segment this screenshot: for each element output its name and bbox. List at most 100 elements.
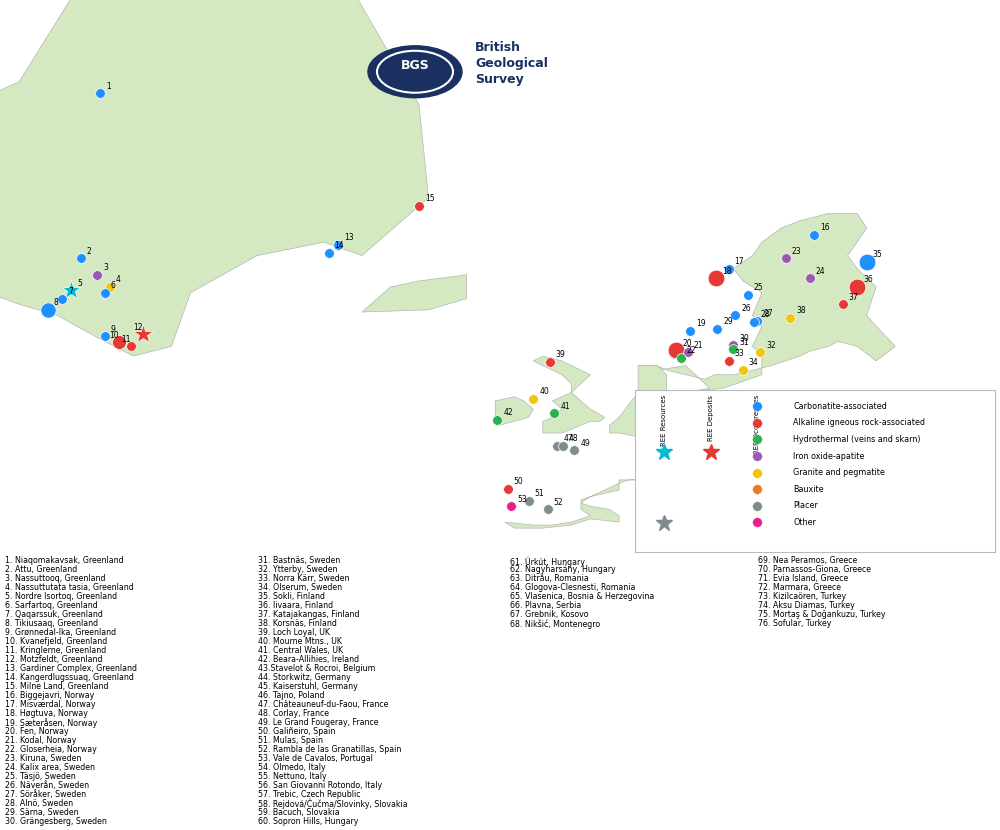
Text: 26. Näverån, Sweden: 26. Näverån, Sweden bbox=[5, 781, 89, 790]
Text: 57. Trebic, Czech Republic: 57. Trebic, Czech Republic bbox=[258, 790, 360, 798]
Text: 51: 51 bbox=[535, 490, 544, 498]
Text: 76: 76 bbox=[954, 500, 963, 510]
Text: Carbonatite-associated: Carbonatite-associated bbox=[793, 402, 887, 411]
Text: 58: 58 bbox=[790, 430, 799, 439]
Text: 70: 70 bbox=[810, 500, 820, 510]
Text: 8. Tikiusaaq, Greenland: 8. Tikiusaaq, Greenland bbox=[5, 619, 98, 628]
Text: 22: 22 bbox=[687, 346, 696, 355]
Text: 29: 29 bbox=[723, 317, 733, 326]
Text: 20: 20 bbox=[682, 339, 692, 348]
Text: 64. Glogova-Clesnesti, Romania: 64. Glogova-Clesnesti, Romania bbox=[510, 583, 635, 592]
Text: 31. Bastnäs, Sweden: 31. Bastnäs, Sweden bbox=[258, 556, 340, 565]
Text: 60: 60 bbox=[754, 438, 763, 447]
Text: 18. Høgtuva, Norway: 18. Høgtuva, Norway bbox=[5, 709, 88, 718]
Text: 46. Tajno, Poland: 46. Tajno, Poland bbox=[258, 691, 324, 700]
Text: 11: 11 bbox=[121, 334, 131, 344]
Text: 69. Nea Peramos, Greece: 69. Nea Peramos, Greece bbox=[758, 556, 857, 565]
Text: 42. Beara-Allihies, Ireland: 42. Beara-Allihies, Ireland bbox=[258, 655, 359, 664]
Text: 55. Nettuno, Italy: 55. Nettuno, Italy bbox=[258, 772, 327, 781]
Text: 23: 23 bbox=[792, 247, 801, 256]
Text: 44: 44 bbox=[714, 409, 723, 418]
Text: 41. Central Wales, UK: 41. Central Wales, UK bbox=[258, 646, 343, 655]
Text: 34: 34 bbox=[749, 359, 759, 368]
Text: 40. Mourne Mtns., UK: 40. Mourne Mtns., UK bbox=[258, 637, 342, 646]
Text: 55: 55 bbox=[717, 481, 727, 491]
Text: 60. Sopron Hills, Hungary: 60. Sopron Hills, Hungary bbox=[258, 817, 358, 826]
Text: 24. Kalix area, Sweden: 24. Kalix area, Sweden bbox=[5, 763, 95, 772]
Text: 15: 15 bbox=[425, 194, 435, 203]
Text: 35. Sokli, Finland: 35. Sokli, Finland bbox=[258, 592, 325, 601]
Text: 2. Attu, Greenland: 2. Attu, Greenland bbox=[5, 565, 77, 574]
Text: 58. Rejdová/Čučma/Slovinky, Slovakia: 58. Rejdová/Čučma/Slovinky, Slovakia bbox=[258, 798, 408, 809]
Text: 13: 13 bbox=[344, 233, 354, 242]
Text: 4. Nassuttutata tasia, Greenland: 4. Nassuttutata tasia, Greenland bbox=[5, 583, 134, 592]
Text: 72. Marmara, Greece: 72. Marmara, Greece bbox=[758, 583, 841, 592]
Text: 71. Evia Island, Greece: 71. Evia Island, Greece bbox=[758, 574, 848, 583]
Text: 27: 27 bbox=[763, 309, 773, 318]
Text: 34. Olserum, Sweden: 34. Olserum, Sweden bbox=[258, 583, 342, 592]
Polygon shape bbox=[362, 275, 467, 312]
Text: 16. Biggejavri, Norway: 16. Biggejavri, Norway bbox=[5, 691, 94, 700]
Text: 23. Kiruna, Sweden: 23. Kiruna, Sweden bbox=[5, 754, 81, 763]
Text: 49: 49 bbox=[580, 438, 590, 447]
Text: 33: 33 bbox=[735, 349, 744, 358]
Text: 73: 73 bbox=[896, 495, 906, 504]
Text: 53: 53 bbox=[517, 495, 527, 504]
Text: 46: 46 bbox=[820, 393, 830, 403]
Text: 50: 50 bbox=[514, 477, 523, 486]
Text: 38: 38 bbox=[796, 305, 806, 315]
Text: 45: 45 bbox=[670, 436, 680, 445]
Text: 59: 59 bbox=[782, 432, 792, 441]
Text: 17: 17 bbox=[735, 256, 744, 266]
Text: 29. Särna, Sweden: 29. Särna, Sweden bbox=[5, 808, 79, 817]
Text: 54. Olmedo, Italy: 54. Olmedo, Italy bbox=[258, 763, 326, 772]
Text: 39: 39 bbox=[556, 350, 565, 359]
Text: 5: 5 bbox=[77, 279, 82, 288]
Text: 30. Grängesberg, Sweden: 30. Grängesberg, Sweden bbox=[5, 817, 107, 826]
Text: 39. Loch Loyal, UK: 39. Loch Loyal, UK bbox=[258, 628, 330, 637]
Text: 21. Kodal, Norway: 21. Kodal, Norway bbox=[5, 736, 76, 745]
Text: 15. Milne Land, Greenland: 15. Milne Land, Greenland bbox=[5, 682, 108, 691]
Text: 1. Niaqomakavsak, Greenland: 1. Niaqomakavsak, Greenland bbox=[5, 556, 124, 565]
Text: 50. Galiñeiro, Spain: 50. Galiñeiro, Spain bbox=[258, 727, 335, 736]
Text: 8: 8 bbox=[54, 298, 58, 307]
Polygon shape bbox=[0, 0, 429, 356]
Text: 74: 74 bbox=[903, 504, 913, 513]
Text: Granite and pegmatite: Granite and pegmatite bbox=[793, 468, 885, 477]
Text: 27. Söråker, Sweden: 27. Söråker, Sweden bbox=[5, 790, 86, 798]
Text: 66. Plavna, Serbia: 66. Plavna, Serbia bbox=[510, 601, 581, 610]
Text: 57: 57 bbox=[748, 427, 758, 436]
Text: 6: 6 bbox=[111, 281, 116, 290]
Text: 52. Rambla de las Granatillas, Spain: 52. Rambla de las Granatillas, Spain bbox=[258, 745, 401, 754]
Text: 25: 25 bbox=[754, 283, 763, 292]
Text: Bauxite: Bauxite bbox=[793, 485, 824, 494]
Text: 74. Aksu Diamas, Turkey: 74. Aksu Diamas, Turkey bbox=[758, 601, 855, 610]
Text: 43.Stavelot & Rocroi, Belgium: 43.Stavelot & Rocroi, Belgium bbox=[258, 664, 375, 673]
Text: 42: 42 bbox=[503, 408, 513, 417]
Text: 14: 14 bbox=[335, 242, 344, 251]
Text: BGS: BGS bbox=[401, 59, 429, 71]
Text: 16: 16 bbox=[820, 223, 830, 232]
Text: 70. Parnassos-Giona, Greece: 70. Parnassos-Giona, Greece bbox=[758, 565, 871, 574]
Text: 14. Kangerdlugssuaq, Greenland: 14. Kangerdlugssuaq, Greenland bbox=[5, 673, 134, 682]
Text: 64: 64 bbox=[816, 454, 825, 463]
Text: 3. Nassuttooq, Greenland: 3. Nassuttooq, Greenland bbox=[5, 574, 106, 583]
Text: 18: 18 bbox=[722, 266, 732, 276]
Text: 40: 40 bbox=[539, 388, 549, 397]
Text: 69: 69 bbox=[827, 485, 837, 494]
Text: 9. Grønnedal-Ika, Greenland: 9. Grønnedal-Ika, Greenland bbox=[5, 628, 116, 637]
Text: 56: 56 bbox=[746, 481, 756, 489]
Text: British
Geological
Survey: British Geological Survey bbox=[475, 41, 548, 86]
Text: 63: 63 bbox=[839, 445, 849, 454]
Text: 47. Châteauneuf-du-Faou, France: 47. Châteauneuf-du-Faou, France bbox=[258, 700, 388, 709]
Text: 45. Kaiserstuhl, Germany: 45. Kaiserstuhl, Germany bbox=[258, 682, 358, 691]
Text: 17. Misværdal, Norway: 17. Misværdal, Norway bbox=[5, 700, 96, 709]
Text: Alkaline igneous rock-associated: Alkaline igneous rock-associated bbox=[793, 418, 925, 427]
Text: 9: 9 bbox=[111, 325, 116, 334]
Text: 75: 75 bbox=[913, 507, 922, 516]
Text: 47: 47 bbox=[563, 434, 573, 443]
Text: Other: Other bbox=[793, 518, 816, 527]
Text: 36. Iivaara, Finland: 36. Iivaara, Finland bbox=[258, 601, 333, 610]
Text: 68: 68 bbox=[777, 474, 787, 482]
Text: 20. Fen, Norway: 20. Fen, Norway bbox=[5, 727, 69, 736]
